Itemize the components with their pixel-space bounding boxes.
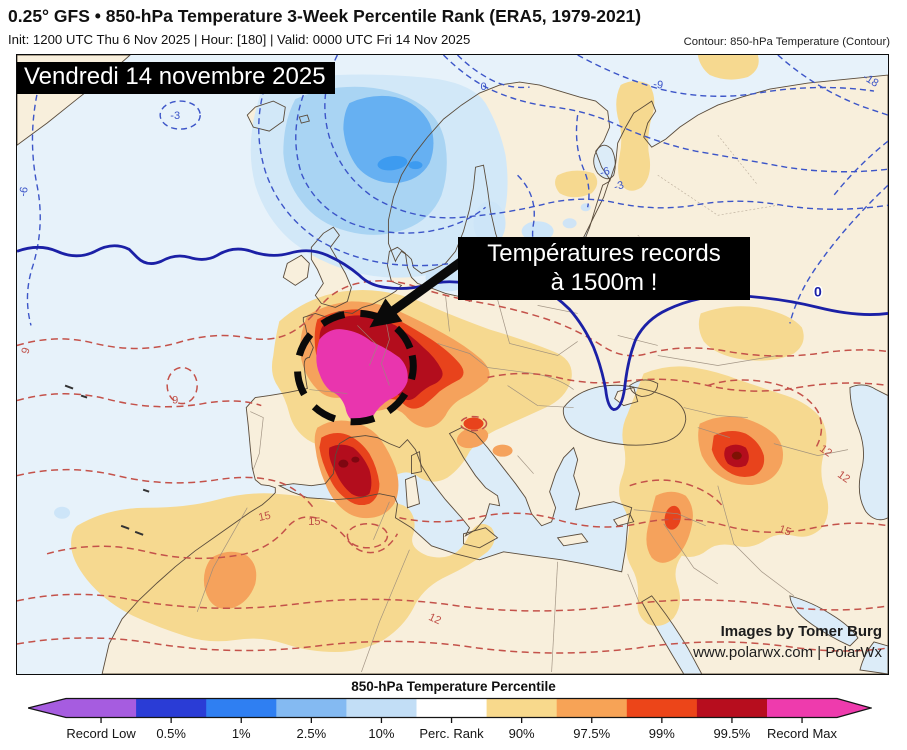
country-borders — [196, 287, 849, 673]
colorbar-label: 0.5% — [156, 726, 186, 741]
date-label: Vendredi 14 novembre 2025 — [17, 62, 335, 94]
contour-label: -6 — [17, 186, 31, 198]
contour-label: -3 — [613, 179, 626, 193]
colorbar-segment — [626, 698, 698, 718]
contour-label: -9 — [652, 78, 663, 91]
model-init-line: Init: 1200 UTC Thu 6 Nov 2025 | Hour: [1… — [8, 32, 471, 47]
warm-temperature-contours — [17, 280, 888, 654]
colorbar-segment — [556, 698, 628, 718]
contour-label: 0 — [480, 81, 486, 93]
contour-label: 9 — [172, 395, 178, 407]
colorbar-segment — [206, 698, 277, 718]
contour-label: 12 — [427, 611, 443, 627]
contour-label: 15 — [308, 516, 320, 528]
credits: Images by Tomer Burg www.polarwx.com | P… — [693, 621, 882, 663]
contour-note: Contour: 850-hPa Temperature (Contour) — [683, 36, 890, 48]
colorbar-segment — [696, 698, 768, 718]
colorbar-segment — [767, 698, 838, 718]
colorbar-outline — [28, 697, 872, 719]
contour-label: -6 — [599, 165, 612, 179]
colorbar-right-arrow — [837, 698, 871, 718]
contour-label: 12 — [835, 469, 852, 486]
colorbar: 850-hPa Temperature Percentile Record Lo… — [0, 679, 907, 750]
colorbar-segment — [416, 698, 488, 718]
contour-label: 12 — [817, 443, 834, 460]
contour-label: 0 — [814, 283, 822, 299]
colorbar-segment — [66, 698, 137, 718]
arrow-head — [369, 298, 403, 328]
zero-degree-contour — [17, 244, 888, 411]
colorbar-label: 99.5% — [713, 726, 751, 741]
colorbar-label: Record Low — [66, 726, 136, 741]
colorbar-segment — [136, 698, 207, 718]
colorbar-label: 2.5% — [296, 726, 327, 741]
credit-author: Images by Tomer Burg — [720, 623, 882, 640]
contour-label: -3 — [170, 110, 180, 122]
colorbar-label: Perc. Rank — [419, 726, 484, 741]
tiny-islands — [64, 384, 150, 536]
colorbar-scale — [28, 697, 872, 723]
colorbar-segment — [276, 698, 347, 718]
credit-website: www.polarwx.com | PolarWx — [693, 644, 882, 661]
colorbar-label: 10% — [368, 726, 395, 741]
annotation-label: Températures records à 1500m ! — [458, 237, 750, 300]
contour-label: 9 — [20, 346, 33, 355]
annotation-line1: Températures records — [487, 240, 721, 267]
map-frame: 0 0 -3 -6 -9 -18 -6 -3 15 15 15 12 12 12 9 9 Vendredi 1… — [16, 54, 889, 675]
colorbar-left-arrow — [28, 698, 66, 718]
colorbar-label: Record Max — [766, 726, 838, 741]
colorbar-segment — [346, 698, 417, 718]
contour-label: 15 — [777, 523, 793, 538]
annotation-line2: à 1500m ! — [550, 269, 658, 296]
colorbar-title: 850-hPa Temperature Percentile — [351, 679, 556, 694]
contour-label: 15 — [257, 510, 271, 524]
colorbar-label: 1% — [231, 726, 251, 741]
colorbar-label: 99% — [648, 726, 675, 741]
page-title: 0.25° GFS • 850-hPa Temperature 3-Week P… — [8, 6, 642, 26]
colorbar-label: 97.5% — [573, 726, 611, 741]
arrow-shaft — [386, 257, 465, 318]
colorbar-label: 90% — [508, 726, 535, 741]
colorbar-labels: Record Low 0.5% 1% 2.5% 10% Perc. Rank 90% 97.5… — [66, 726, 837, 741]
colorbar-segment — [486, 698, 558, 718]
